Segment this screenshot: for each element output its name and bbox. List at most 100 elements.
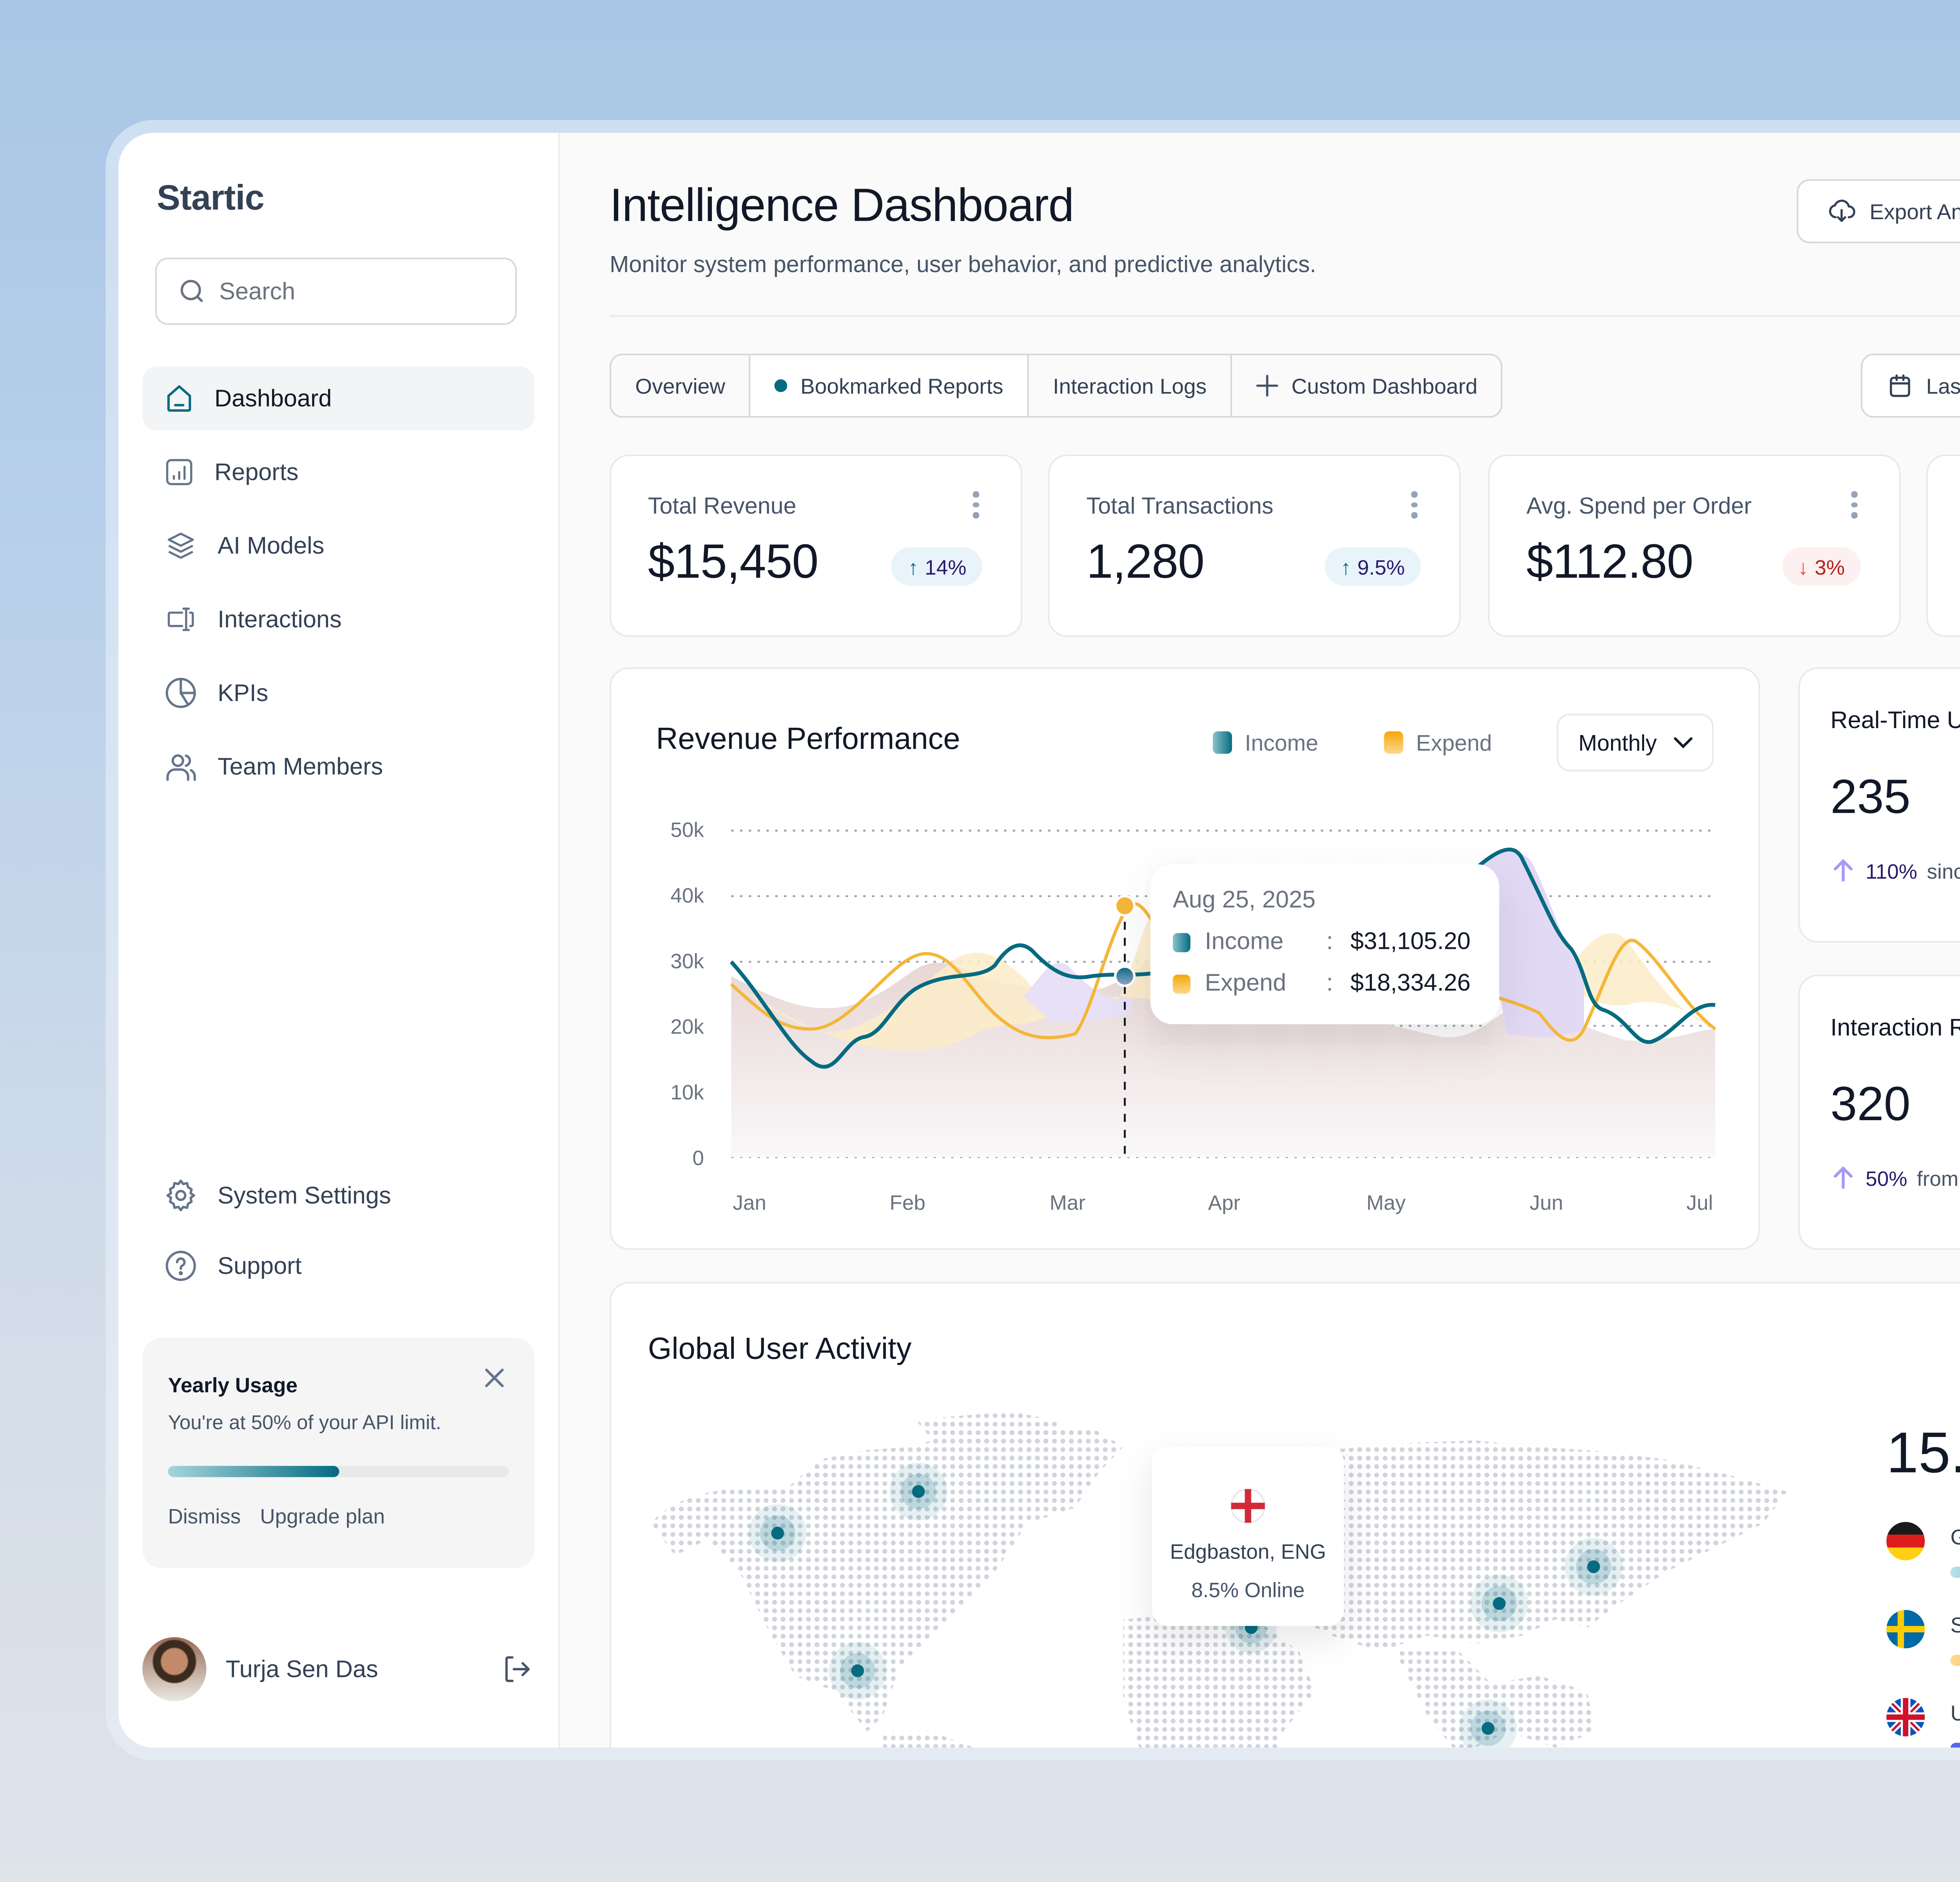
period-select[interactable]: Monthly — [1557, 714, 1714, 772]
sidebar-item-kpis[interactable]: KPIs — [142, 661, 534, 725]
sidebar-item-reports[interactable]: Reports — [142, 440, 534, 504]
tab-overview[interactable]: Overview — [611, 355, 751, 416]
x-tick: Jul — [1686, 1190, 1713, 1215]
sweden-flag-icon — [1886, 1610, 1925, 1649]
tab-label: Overview — [635, 374, 726, 398]
arrow-up-icon — [1833, 1166, 1853, 1189]
country-row-united-kingdom: United Kingdom 20% — [1886, 1698, 1960, 1748]
text-cursor-box-icon — [167, 607, 194, 631]
revenue-performance-card: Revenue Performance Income Expend Monthl… — [610, 667, 1760, 1250]
tooltip-location: Edgbaston, ENG — [1170, 1539, 1326, 1564]
upgrade-plan-button[interactable]: Upgrade plan — [260, 1504, 385, 1528]
close-icon[interactable] — [483, 1367, 506, 1389]
change-text: since last month — [1927, 858, 1960, 883]
tooltip-sep: : — [1326, 928, 1333, 956]
change-percent: 50% — [1866, 1166, 1907, 1190]
legend-income[interactable]: Income — [1212, 730, 1318, 756]
kpi-change: 14% — [925, 554, 967, 579]
x-tick: Apr — [1208, 1190, 1241, 1215]
view-tabs: Overview Bookmarked Reports Interaction … — [610, 354, 1503, 418]
chart-tooltip: Aug 25, 2025 Income : $31,105.20 Expend … — [1150, 864, 1499, 1025]
home-icon — [167, 385, 191, 412]
gear-icon — [166, 1179, 195, 1212]
tab-interaction-logs[interactable]: Interaction Logs — [1029, 355, 1232, 416]
interaction-requests-card: Interaction Requests 320 50% from previo… — [1798, 974, 1960, 1250]
sidebar-item-label: Support — [218, 1252, 302, 1280]
main-content: Intelligence Dashboard Monitor system pe… — [558, 133, 1960, 1748]
country-row-germany: Germany 65% — [1886, 1522, 1960, 1602]
uk-flag-icon — [1886, 1698, 1925, 1737]
kpi-value: $112.80 — [1526, 536, 1693, 589]
kpi-label: Total Revenue — [648, 494, 797, 520]
revenue-chart-plot[interactable] — [611, 669, 1762, 1252]
usage-progress-fill — [168, 1466, 339, 1477]
tooltip-label: Expend — [1205, 970, 1287, 997]
sidebar-item-support[interactable]: Support — [142, 1234, 534, 1298]
y-tick: 40k — [670, 883, 704, 908]
legend-label: Expend — [1416, 730, 1492, 756]
sidebar-item-interactions[interactable]: Interactions — [142, 587, 534, 651]
users-icon — [166, 754, 196, 781]
sidebar-item-ai-models[interactable]: AI Models — [142, 514, 534, 578]
more-vertical-icon[interactable] — [1411, 491, 1417, 518]
y-tick: 20k — [670, 1014, 704, 1039]
active-dot-icon — [775, 379, 788, 392]
kpi-change: 9.5% — [1357, 554, 1405, 579]
kpi-label: Total Transactions — [1086, 494, 1274, 520]
sidebar-item-label: Interactions — [218, 605, 342, 633]
expend-swatch-icon — [1384, 731, 1403, 754]
income-point — [1114, 965, 1136, 987]
more-vertical-icon[interactable] — [1851, 491, 1857, 518]
income-swatch-icon — [1172, 932, 1191, 952]
tab-bookmarked-reports[interactable]: Bookmarked Reports — [751, 355, 1029, 416]
arrow-up-icon — [1833, 859, 1853, 882]
sidebar-item-system-settings[interactable]: System Settings — [142, 1163, 534, 1227]
arrow-up-icon: ↑ — [908, 554, 918, 579]
x-tick: Mar — [1049, 1190, 1085, 1215]
kpi-card-total-transactions: Total Transactions 1,280 ↑ 9.5% — [1048, 454, 1461, 637]
usage-description: You're at 50% of your API limit. — [168, 1411, 441, 1434]
tooltip-value: $31,105.20 — [1350, 928, 1471, 956]
legend-expend[interactable]: Expend — [1384, 730, 1492, 756]
avatar[interactable] — [142, 1637, 207, 1701]
more-vertical-icon[interactable] — [973, 491, 979, 518]
kpi-change-badge: ↑ 9.5% — [1325, 547, 1421, 586]
stat-label: Interaction Requests — [1830, 1014, 1960, 1042]
sidebar: Startic Search Dashboard Reports AI Mode… — [118, 133, 560, 1748]
x-tick: May — [1366, 1190, 1406, 1215]
country-progress — [1950, 1742, 1960, 1748]
dismiss-button[interactable]: Dismiss — [168, 1504, 241, 1528]
chart-title: Revenue Performance — [656, 723, 960, 757]
date-range-button[interactable]: Last 7 Days — [1860, 354, 1960, 418]
logout-icon[interactable] — [499, 1651, 534, 1687]
sidebar-item-dashboard[interactable]: Dashboard — [142, 366, 535, 431]
tab-custom-dashboard[interactable]: Custom Dashboard — [1232, 355, 1501, 416]
export-analytics-button[interactable]: Export Analytics — [1797, 179, 1960, 243]
sidebar-item-team-members[interactable]: Team Members — [142, 734, 534, 798]
page-title: Intelligence Dashboard — [610, 181, 1074, 232]
user-profile: Turja Sen Das — [142, 1637, 534, 1701]
tooltip-row-income: Income : $31,105.20 — [1172, 928, 1471, 956]
usage-card: Yearly Usage You're at 50% of your API l… — [142, 1338, 535, 1568]
kpi-value: $15,450 — [648, 536, 818, 589]
total-users: 15.8 K — [1886, 1419, 1960, 1485]
tooltip-date: Aug 25, 2025 — [1172, 887, 1316, 914]
country-progress-fill — [1950, 1566, 1960, 1578]
germany-flag-icon — [1886, 1522, 1925, 1560]
expend-swatch-icon — [1172, 974, 1191, 993]
chevron-down-icon — [1673, 737, 1692, 748]
change-text: from previous period — [1916, 1166, 1960, 1190]
tooltip-value: $18,334.26 — [1350, 970, 1471, 997]
search-input[interactable]: Search — [155, 258, 517, 325]
header-divider — [610, 315, 1960, 317]
brand-logo[interactable]: Startic — [156, 178, 265, 218]
usage-progress — [168, 1466, 509, 1477]
tooltip-online: 8.5% Online — [1191, 1578, 1305, 1602]
date-range-label: Last 7 Days — [1926, 374, 1960, 398]
tab-label: Custom Dashboard — [1291, 374, 1478, 398]
page-subtitle: Monitor system performance, user behavio… — [610, 253, 1316, 279]
location-tooltip: Edgbaston, ENG 8.5% Online — [1152, 1446, 1344, 1626]
sidebar-item-label: AI Models — [218, 532, 325, 560]
kpi-label: Avg. Spend per Order — [1526, 494, 1752, 520]
